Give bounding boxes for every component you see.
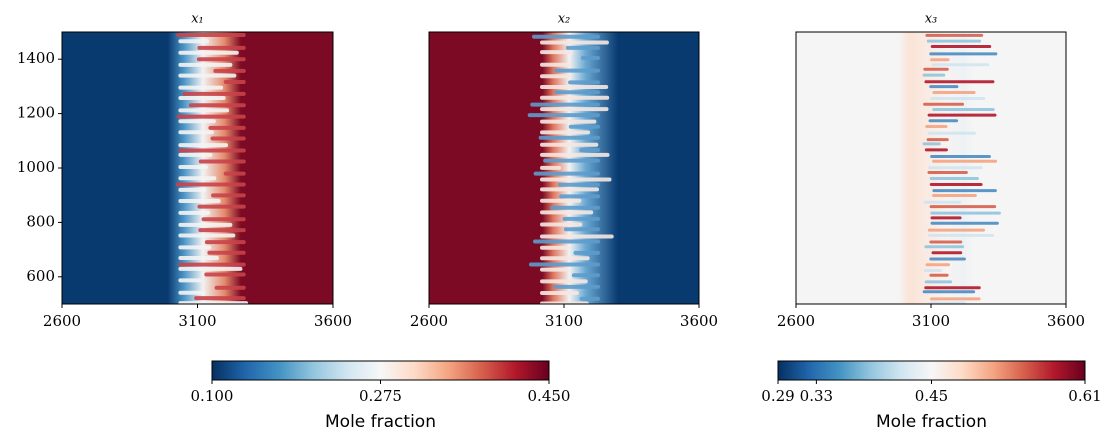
colorbar-tick-label: 0.100 bbox=[191, 387, 234, 405]
x-tick-label: 3600 bbox=[314, 312, 352, 330]
heatmap bbox=[62, 32, 333, 304]
colorbar-label: Mole fraction bbox=[876, 412, 987, 432]
y-tick-label: 1200 bbox=[17, 104, 55, 122]
colorbar-tick-label: 0.33 bbox=[800, 387, 833, 405]
x-tick-label: 3100 bbox=[545, 312, 583, 330]
heatmap bbox=[429, 32, 699, 304]
colorbar-tick-label: 0.450 bbox=[528, 387, 571, 405]
colorbar-tick-label: 0.275 bbox=[359, 387, 402, 405]
y-tick-label: 1400 bbox=[17, 49, 55, 67]
x-tick-label: 2600 bbox=[410, 312, 448, 330]
x-tick-label: 3600 bbox=[680, 312, 718, 330]
heatmap bbox=[796, 32, 1066, 304]
colorbar-label: Mole fraction bbox=[325, 412, 436, 432]
colorbar-tick-label: 0.45 bbox=[915, 387, 948, 405]
colorbar-tick-label: 0.29 bbox=[761, 387, 794, 405]
y-tick-label: 800 bbox=[26, 212, 55, 230]
colorbar-tick-label: 0.61 bbox=[1068, 387, 1101, 405]
title: x₁ bbox=[191, 12, 204, 27]
x-tick-label: 2600 bbox=[777, 312, 815, 330]
x-tick-label: 3600 bbox=[1047, 312, 1085, 330]
x-tick-label: 2600 bbox=[43, 312, 81, 330]
x-tick-label: 3100 bbox=[178, 312, 216, 330]
x-tick-label: 3100 bbox=[912, 312, 950, 330]
colorbar bbox=[211, 360, 550, 381]
title: x₃ bbox=[925, 12, 938, 27]
y-tick-label: 600 bbox=[26, 267, 55, 285]
y-tick-label: 1000 bbox=[17, 158, 55, 176]
title: x₂ bbox=[558, 12, 571, 27]
colorbar bbox=[777, 360, 1086, 381]
